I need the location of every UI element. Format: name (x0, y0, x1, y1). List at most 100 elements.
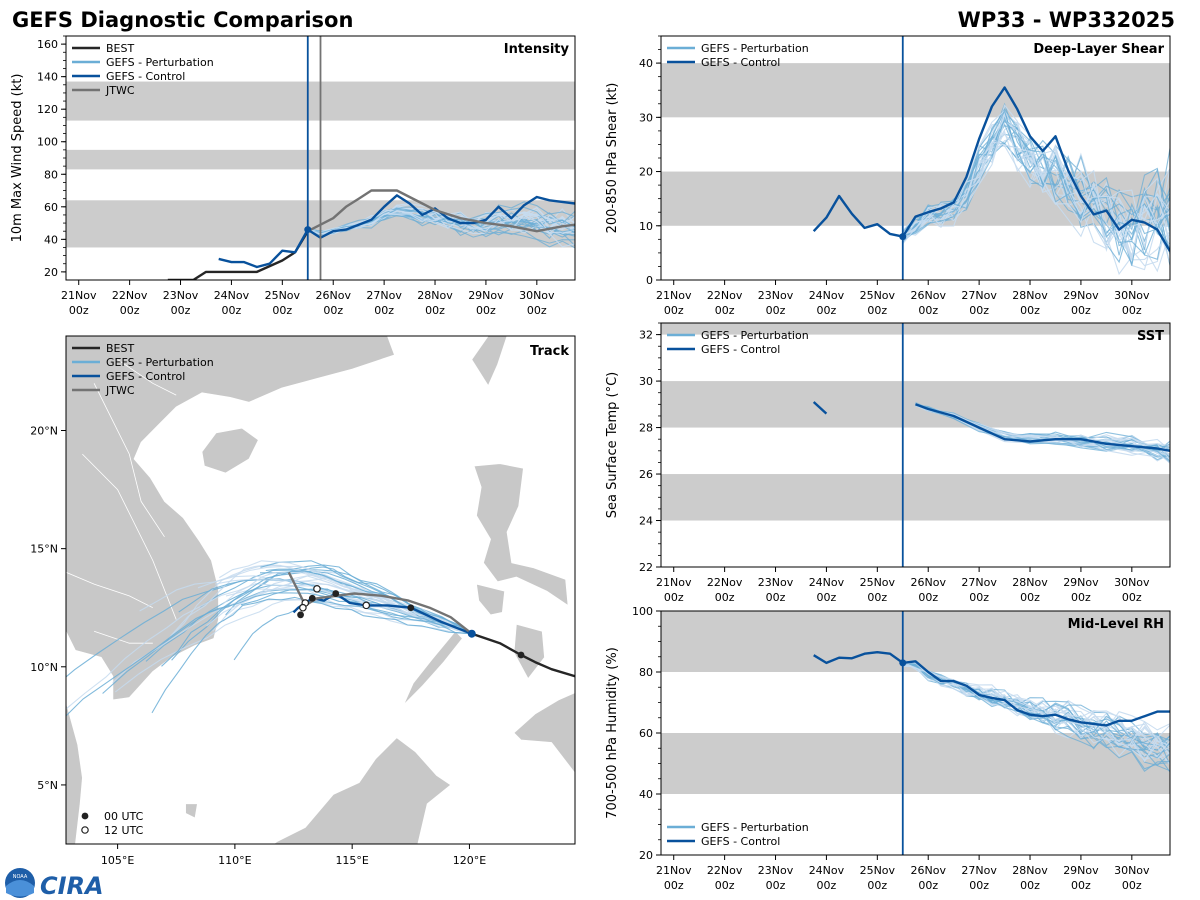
x-tick-label: 00z (476, 304, 496, 317)
x-tick-label: 25Nov (860, 864, 896, 877)
x-tick-label: 30Nov (1114, 289, 1150, 302)
series-gefs-control-line (915, 403, 1170, 452)
land-mainland-asia (66, 336, 395, 701)
land-mindanao (513, 692, 575, 774)
cira-label: CIRA (40, 872, 104, 900)
y-tick-label: 80 (639, 666, 653, 679)
admin-border-line (117, 359, 177, 396)
y-tick-label: 40 (44, 233, 58, 246)
marker-00utc (308, 594, 316, 602)
x-tick-label: 26Nov (315, 289, 351, 302)
land-palawan (403, 630, 463, 705)
x-tick-label: 29Nov (1063, 864, 1099, 877)
noaa-label: NOAA (13, 874, 28, 880)
x-tick-label: 00z (969, 591, 989, 604)
x-tick-label: 00z (222, 304, 242, 317)
y-tick-label: 40 (639, 57, 653, 70)
land-borneo (205, 737, 452, 844)
land-luzon (473, 463, 569, 607)
x-tick-label: 23Nov (758, 864, 794, 877)
track-best-line (471, 632, 575, 678)
y-tick-label: 60 (44, 201, 58, 214)
marker-00utc (517, 651, 525, 659)
legend-label: JTWC (105, 384, 135, 397)
y-tick-label: 120 (37, 103, 58, 116)
legend-label: GEFS - Perturbation (701, 329, 809, 342)
admin-border-line (82, 453, 177, 620)
x-tick-label: 25Nov (265, 289, 301, 302)
land-mindoro (476, 583, 505, 616)
x-tick-label: 105°E (101, 854, 134, 867)
x-tick-label: 00z (323, 304, 343, 317)
chart-panels: 2040608010012014016021Nov00z22Nov00z23No… (10, 35, 1171, 892)
legend-label: 12 UTC (104, 824, 144, 837)
legend-label: GEFS - Perturbation (106, 356, 214, 369)
x-tick-label: 23Nov (758, 289, 794, 302)
perturbation-member-line (307, 209, 575, 234)
x-tick-label: 24Nov (809, 864, 845, 877)
x-tick-label: 115°E (335, 854, 368, 867)
legend-label: GEFS - Control (701, 56, 780, 69)
init-position-marker (467, 629, 476, 638)
y-tick-label: 28 (639, 422, 653, 435)
y-tick-label: 24 (639, 515, 653, 528)
plot-area-sst (661, 323, 1170, 521)
perturbation-track-line (233, 601, 472, 661)
land-taiwan (471, 336, 508, 387)
x-tick-label: 00z (969, 304, 989, 317)
x-tick-label: 00z (664, 304, 684, 317)
x-tick-label: 00z (425, 304, 445, 317)
track-jtwc-line (287, 571, 473, 635)
x-tick-label: 00z (374, 304, 394, 317)
land-natuna (185, 803, 198, 819)
x-tick-label: 00z (1122, 304, 1142, 317)
y-tick-label: 20 (639, 166, 653, 179)
admin-border-line (93, 383, 165, 538)
marker-12utc (313, 585, 321, 593)
series-gefs-control-line (812, 401, 828, 415)
x-tick-label: 23Nov (758, 576, 794, 589)
panel-frame (65, 335, 576, 845)
shaded-band (661, 474, 1170, 521)
storm-id-title: WP33 - WP332025 (958, 8, 1175, 32)
x-tick-label: 00z (1020, 879, 1040, 892)
x-tick-label: 26Nov (910, 864, 946, 877)
y-axis-label: Sea Surface Temp (°C) (605, 372, 620, 519)
panel-sst: 22 24 26 28 30 32 21Nov 00z 22Nov 00z 23Nov 00z 24No… (605, 322, 1171, 604)
perturbation-member-line (902, 116, 1170, 256)
y-tick-label: 22 (639, 561, 653, 574)
legend-00utc-marker (81, 812, 89, 820)
legend-label: GEFS - Perturbation (106, 56, 214, 69)
x-tick-label: 26Nov (910, 289, 946, 302)
y-tick-label: 20 (639, 849, 653, 862)
perturbation-track-line (222, 598, 473, 635)
x-tick-label: 25Nov (860, 289, 896, 302)
perturbation-member-line (902, 661, 1170, 762)
y-tick-label: 5°N (37, 779, 58, 792)
x-tick-label: 24Nov (809, 289, 845, 302)
x-tick-label: 00z (817, 304, 837, 317)
x-tick-label: 00z (969, 879, 989, 892)
panel-title: Deep-Layer Shear (1033, 42, 1164, 57)
y-tick-label: 26 (639, 468, 653, 481)
x-tick-label: 00z (715, 591, 735, 604)
y-tick-label: 140 (37, 71, 58, 84)
panel-title: SST (1137, 329, 1164, 344)
y-axis-label: 10m Max Wind Speed (kt) (10, 74, 25, 243)
y-tick-label: 80 (44, 168, 58, 181)
marker-00utc (297, 611, 304, 619)
x-tick-label: 00z (527, 304, 547, 317)
perturbation-member-line (902, 141, 1170, 245)
x-tick-label: 120°E (453, 854, 486, 867)
x-tick-label: 28Nov (1012, 576, 1048, 589)
x-tick-label: 00z (766, 591, 786, 604)
perturbation-track-line (240, 588, 472, 635)
land-visayas (513, 623, 545, 680)
noaa-wave-icon (6, 880, 34, 897)
y-tick-label: 20°N (30, 425, 58, 438)
y-tick-label: 0 (646, 274, 653, 287)
x-tick-label: 00z (1071, 879, 1091, 892)
